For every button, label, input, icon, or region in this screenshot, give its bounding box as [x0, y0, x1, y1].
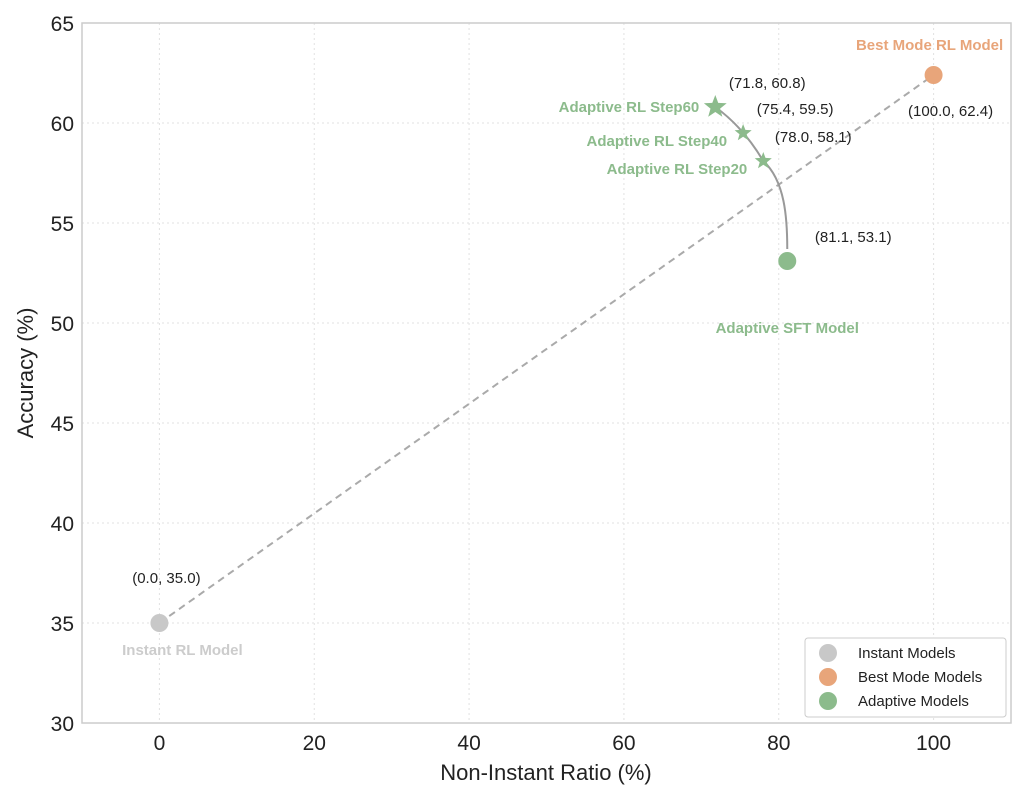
x-axis-ticks: 0 20 40 60 80 100	[154, 732, 952, 755]
x-axis-title: Non-Instant Ratio (%)	[440, 760, 652, 785]
y-tick-label: 45	[51, 413, 74, 436]
instant-rl-model-coord-label: (0.0, 35.0)	[132, 570, 200, 587]
legend: Instant Models Best Mode Models Adaptive M…	[804, 637, 1007, 718]
adaptive-rl-step40-star-marker	[734, 124, 752, 141]
y-tick-label: 40	[51, 513, 74, 536]
x-tick-label: 100	[916, 732, 951, 755]
y-axis-ticks: 30 35 40 45 50 55 60 65	[51, 13, 74, 736]
adaptive-rl-step20-coord-label: (78.0, 58.1)	[775, 129, 852, 146]
best-mode-rl-model-coord-label: (100.0, 62.4)	[908, 103, 993, 120]
adaptive-sft-model-coord-label: (81.1, 53.1)	[815, 229, 892, 246]
legend-box	[804, 637, 1007, 718]
instant-rl-model-marker	[150, 614, 169, 632]
y-axis-title: Accuracy (%)	[13, 308, 38, 439]
y-tick-label: 50	[51, 313, 74, 336]
adaptive-rl-step40-name-label: Adaptive RL Step40	[587, 133, 728, 150]
adaptive-rl-step20-star-marker	[754, 152, 772, 169]
adaptive-rl-step60-coord-label: (71.8, 60.8)	[729, 75, 806, 92]
legend-label: Best Mode Models	[858, 669, 982, 686]
legend-label: Adaptive Models	[858, 693, 969, 710]
x-tick-label: 80	[767, 732, 790, 755]
y-tick-label: 35	[51, 613, 74, 636]
point-labels: (0.0, 35.0) Instant RL Model (100.0, 62.4)…	[122, 37, 1003, 659]
adaptive-rl-step60-star-marker	[703, 95, 727, 117]
legend-marker	[819, 692, 837, 710]
grid-lines	[82, 22, 1011, 724]
legend-marker	[819, 644, 837, 662]
instant-rl-model-name-label: Instant RL Model	[122, 642, 243, 659]
x-tick-label: 20	[303, 732, 326, 755]
plot-frame	[81, 22, 1012, 724]
data-points	[150, 66, 943, 632]
best-mode-rl-model-name-label: Best Mode RL Model	[856, 37, 1003, 54]
y-tick-label: 65	[51, 13, 74, 36]
legend-label: Instant Models	[858, 645, 956, 662]
adaptive-rl-step60-name-label: Adaptive RL Step60	[559, 99, 700, 116]
best-mode-rl-model-marker	[924, 66, 943, 84]
adaptive-rl-step40-coord-label: (75.4, 59.5)	[757, 101, 834, 118]
adaptive-rl-step20-name-label: Adaptive RL Step20	[607, 161, 748, 178]
trend-lines	[158, 74, 935, 624]
legend-marker	[819, 668, 837, 686]
y-tick-label: 30	[51, 713, 74, 736]
adaptive-sft-model-name-label: Adaptive SFT Model	[716, 320, 859, 337]
x-tick-label: 0	[154, 732, 166, 755]
y-tick-label: 60	[51, 113, 74, 136]
x-tick-label: 40	[457, 732, 480, 755]
y-tick-label: 55	[51, 213, 74, 236]
dashed-trend-line	[158, 74, 935, 624]
adaptive-sft-model-marker	[778, 252, 797, 270]
x-tick-label: 60	[612, 732, 635, 755]
